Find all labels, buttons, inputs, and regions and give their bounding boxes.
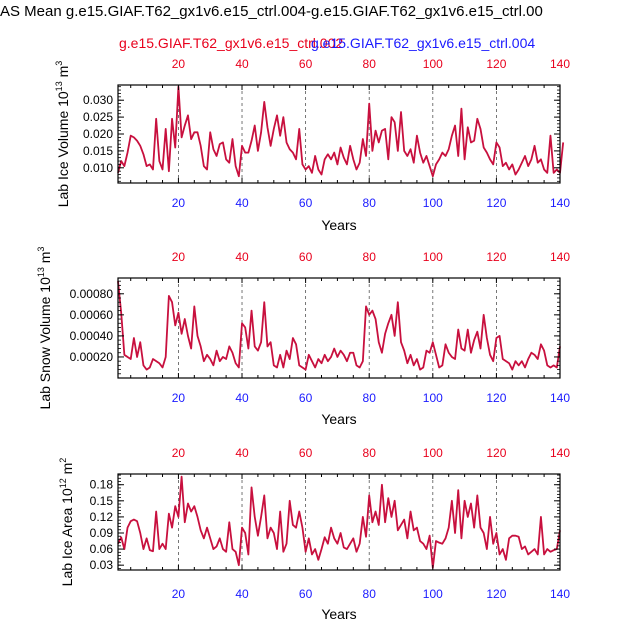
x-tick-label: 100 <box>423 587 443 601</box>
x-tick-label: 60 <box>299 587 313 601</box>
y-axis-title-unit: m <box>37 252 53 268</box>
x-tick-label-top: 120 <box>486 250 506 264</box>
y-tick-label: 0.09 <box>90 526 114 540</box>
x-tick-label-top: 40 <box>235 446 249 460</box>
x-tick-label: 120 <box>486 587 506 601</box>
x-tick-label: 120 <box>486 391 506 405</box>
y-axis-title-exponent: 13 <box>36 267 46 277</box>
series-line <box>117 85 565 178</box>
x-tick-label-top: 140 <box>550 250 570 264</box>
y-tick-label: 0.030 <box>83 93 113 107</box>
y-axis-title-exponent: 13 <box>54 81 64 91</box>
chart-title: AS Mean g.e15.GIAF.T62_gx1v6.e15_ctrl.00… <box>0 3 543 20</box>
x-tick-label: 60 <box>299 196 313 210</box>
series-line <box>117 281 561 371</box>
x-tick-label-top: 60 <box>299 57 313 71</box>
y-axis-title-text: Lab Ice Volume 10 <box>55 91 71 207</box>
x-tick-label: 60 <box>299 391 313 405</box>
x-tick-label-top: 100 <box>423 250 443 264</box>
x-tick-label-top: 20 <box>172 57 186 71</box>
y-axis-title: Lab Ice Area 1012 m2 <box>58 458 75 587</box>
y-tick-label: 0.00040 <box>70 329 114 343</box>
x-tick-label: 80 <box>363 587 377 601</box>
x-tick-label-top: 80 <box>363 250 377 264</box>
y-tick-label: 0.15 <box>90 494 114 508</box>
y-tick-label: 0.010 <box>83 161 113 175</box>
x-tick-label-top: 40 <box>235 250 249 264</box>
y-axis-title: Lab Ice Volume 1013 m3 <box>54 61 71 208</box>
chart-panel-1: 20 20 40 40 60 60 80 80 100 100 120 120 140 140 0.010 0… <box>54 57 570 233</box>
x-tick-label: 140 <box>550 587 570 601</box>
x-tick-label: 20 <box>172 391 186 405</box>
y-tick-label: 0.06 <box>90 542 114 556</box>
x-tick-label: 40 <box>235 587 249 601</box>
x-tick-label-top: 120 <box>486 57 506 71</box>
x-tick-label-top: 80 <box>363 57 377 71</box>
plot-frame <box>117 473 561 571</box>
x-tick-label-top: 100 <box>423 446 443 460</box>
x-axis-title: Years <box>321 217 356 233</box>
legend-series-blue: g.e15.GIAF.T62_gx1v6.e15_ctrl.004 <box>311 35 535 51</box>
y-tick-label: 0.025 <box>83 110 113 124</box>
y-axis-title-text: Lab Ice Area 10 <box>59 488 75 586</box>
x-tick-label: 80 <box>363 196 377 210</box>
x-tick-label-top: 100 <box>423 57 443 71</box>
x-tick-label: 20 <box>172 196 186 210</box>
y-tick-label: 0.00020 <box>70 350 114 364</box>
y-tick-label: 0.015 <box>83 144 113 158</box>
chart-panel-3: 20 20 40 40 60 60 80 80 100 100 120 120 140 140 0.03 0.… <box>58 446 570 621</box>
chart-panel-2: 20 20 40 40 60 60 80 80 100 100 120 120 140 140 0.0002… <box>36 247 570 427</box>
y-tick-label: 0.03 <box>90 558 114 572</box>
y-axis-title: Lab Snow Volume 1013 m3 <box>36 247 53 410</box>
legend-series-red: g.e15.GIAF.T62_gx1v6.e15_ctrl.002 <box>119 35 343 51</box>
x-tick-label: 40 <box>235 391 249 405</box>
plot-frame <box>117 84 561 184</box>
x-tick-label: 140 <box>550 391 570 405</box>
x-tick-label-top: 60 <box>299 446 313 460</box>
x-tick-label-top: 60 <box>299 250 313 264</box>
x-tick-label-top: 140 <box>550 446 570 460</box>
series-line <box>117 475 561 569</box>
y-axis-title-exponent: 12 <box>58 478 68 488</box>
x-tick-label-top: 140 <box>550 57 570 71</box>
x-tick-label: 120 <box>486 196 506 210</box>
x-axis-title: Years <box>321 606 356 621</box>
x-tick-label: 100 <box>423 391 443 405</box>
y-axis-title-unit-exponent: 3 <box>36 247 46 252</box>
y-tick-label: 0.00080 <box>70 287 114 301</box>
x-tick-label: 100 <box>423 196 443 210</box>
y-tick-label: 0.00060 <box>70 308 114 322</box>
y-tick-label: 0.12 <box>90 510 114 524</box>
x-tick-label-top: 120 <box>486 446 506 460</box>
y-tick-label: 0.18 <box>90 478 114 492</box>
y-axis-title-unit: m <box>55 66 71 82</box>
x-axis-title: Years <box>321 411 356 427</box>
chart-panels: 20 20 40 40 60 60 80 80 100 100 120 120 140 140 0.010 0… <box>36 57 570 621</box>
x-tick-label: 80 <box>363 391 377 405</box>
x-tick-label-top: 80 <box>363 446 377 460</box>
y-axis-title-text: Lab Snow Volume 10 <box>37 277 53 410</box>
x-tick-label: 140 <box>550 196 570 210</box>
y-axis-title-unit-exponent: 3 <box>54 61 64 66</box>
y-axis-title-unit: m <box>59 463 75 479</box>
x-tick-label-top: 20 <box>172 446 186 460</box>
y-axis-title-unit-exponent: 2 <box>58 458 68 463</box>
y-tick-label: 0.020 <box>83 127 113 141</box>
x-tick-label: 40 <box>235 196 249 210</box>
x-tick-label: 20 <box>172 587 186 601</box>
x-tick-label-top: 20 <box>172 250 186 264</box>
plot-frame <box>117 277 561 379</box>
x-tick-label-top: 40 <box>235 57 249 71</box>
